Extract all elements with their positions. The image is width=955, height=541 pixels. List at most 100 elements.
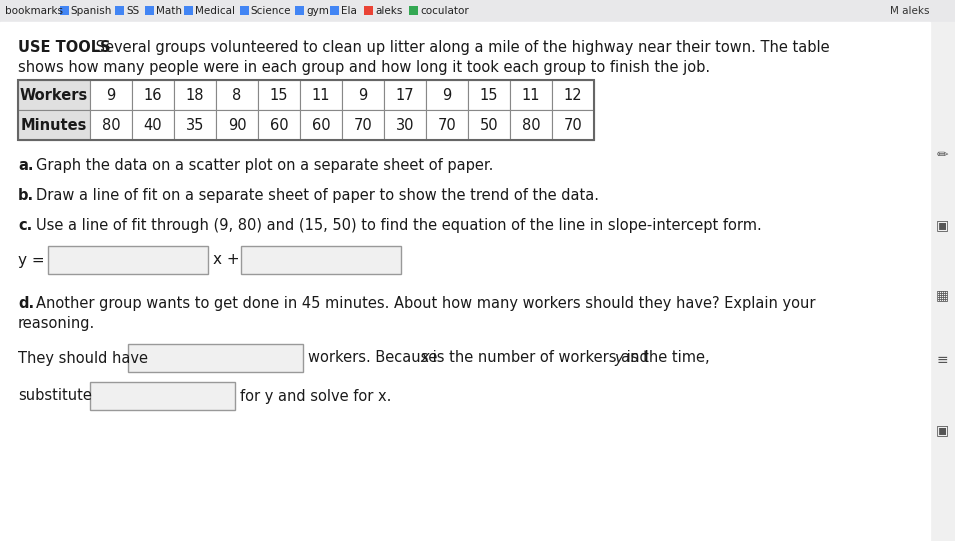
Text: Draw a line of fit on a separate sheet of paper to show the trend of the data.: Draw a line of fit on a separate sheet o… bbox=[36, 188, 599, 203]
Bar bbox=[552, 110, 594, 140]
Bar bbox=[128, 344, 303, 372]
Text: They should have: They should have bbox=[18, 351, 148, 366]
Text: Graph the data on a scatter plot on a separate sheet of paper.: Graph the data on a scatter plot on a se… bbox=[36, 158, 494, 173]
Text: reasoning.: reasoning. bbox=[18, 316, 96, 331]
Text: 40: 40 bbox=[143, 117, 162, 133]
Text: y: y bbox=[614, 351, 623, 366]
Bar bbox=[48, 246, 208, 274]
Bar bbox=[90, 382, 235, 410]
Text: Medical: Medical bbox=[196, 6, 235, 16]
Text: Workers: Workers bbox=[20, 88, 88, 102]
Text: 60: 60 bbox=[269, 117, 288, 133]
Text: Another group wants to get done in 45 minutes. About how many workers should the: Another group wants to get done in 45 mi… bbox=[36, 296, 816, 311]
Text: 11: 11 bbox=[521, 88, 541, 102]
Text: 9: 9 bbox=[442, 88, 452, 102]
Text: 80: 80 bbox=[521, 117, 541, 133]
Text: 60: 60 bbox=[311, 117, 330, 133]
Bar bbox=[216, 110, 258, 140]
Text: aleks: aleks bbox=[375, 6, 403, 16]
Bar bbox=[174, 80, 216, 110]
Text: ▣: ▣ bbox=[936, 218, 948, 232]
Text: workers. Because: workers. Because bbox=[308, 351, 442, 366]
Text: a.: a. bbox=[18, 158, 33, 173]
Text: SS: SS bbox=[126, 6, 139, 16]
Bar bbox=[426, 80, 468, 110]
Bar bbox=[144, 6, 154, 15]
Text: substitute: substitute bbox=[18, 388, 92, 404]
Text: 70: 70 bbox=[353, 117, 372, 133]
Bar bbox=[468, 80, 510, 110]
Text: 70: 70 bbox=[563, 117, 583, 133]
Text: bookmarks: bookmarks bbox=[5, 6, 63, 16]
Bar bbox=[329, 6, 339, 15]
Bar bbox=[510, 110, 552, 140]
Text: x +: x + bbox=[213, 253, 240, 267]
Bar bbox=[90, 80, 132, 110]
Bar bbox=[0, 0, 955, 22]
Text: 70: 70 bbox=[437, 117, 456, 133]
Text: Use a line of fit through (9, 80) and (15, 50) to find the equation of the line : Use a line of fit through (9, 80) and (1… bbox=[36, 218, 762, 233]
Bar bbox=[342, 110, 384, 140]
Text: 9: 9 bbox=[358, 88, 368, 102]
Bar bbox=[240, 6, 249, 15]
Bar bbox=[365, 6, 373, 15]
Text: Minutes: Minutes bbox=[21, 117, 87, 133]
Text: ≡: ≡ bbox=[936, 353, 947, 367]
Text: 15: 15 bbox=[269, 88, 288, 102]
Text: 15: 15 bbox=[479, 88, 499, 102]
Bar bbox=[258, 80, 300, 110]
Bar bbox=[384, 80, 426, 110]
Bar bbox=[18, 110, 90, 140]
Bar bbox=[258, 110, 300, 140]
Text: for y and solve for x.: for y and solve for x. bbox=[240, 388, 392, 404]
Text: 11: 11 bbox=[311, 88, 330, 102]
Text: USE TOOLS: USE TOOLS bbox=[18, 40, 111, 55]
Bar bbox=[18, 80, 594, 140]
Bar bbox=[426, 110, 468, 140]
Text: x: x bbox=[420, 351, 429, 366]
Bar bbox=[132, 80, 174, 110]
Text: Ela: Ela bbox=[341, 6, 356, 16]
Text: is the number of workers and: is the number of workers and bbox=[428, 351, 653, 366]
Text: 18: 18 bbox=[186, 88, 204, 102]
Text: Science: Science bbox=[251, 6, 291, 16]
Bar bbox=[300, 110, 342, 140]
Bar bbox=[184, 6, 194, 15]
Text: 50: 50 bbox=[479, 117, 499, 133]
Bar bbox=[410, 6, 418, 15]
Text: M aleks: M aleks bbox=[890, 6, 929, 16]
Bar bbox=[216, 80, 258, 110]
Text: coculator: coculator bbox=[420, 6, 469, 16]
Text: c.: c. bbox=[18, 218, 32, 233]
Bar bbox=[90, 110, 132, 140]
Text: 90: 90 bbox=[227, 117, 246, 133]
Text: y =: y = bbox=[18, 253, 45, 267]
Text: Spanish: Spanish bbox=[71, 6, 112, 16]
Text: 30: 30 bbox=[395, 117, 414, 133]
Text: shows how many people were in each group and how long it took each group to fini: shows how many people were in each group… bbox=[18, 60, 711, 75]
Text: ✏: ✏ bbox=[936, 148, 947, 162]
Bar bbox=[342, 80, 384, 110]
Text: ▦: ▦ bbox=[936, 288, 948, 302]
Text: Math: Math bbox=[156, 6, 181, 16]
Text: Several groups volunteered to clean up litter along a mile of the highway near t: Several groups volunteered to clean up l… bbox=[91, 40, 830, 55]
Bar bbox=[241, 246, 401, 274]
Bar bbox=[132, 110, 174, 140]
Text: 8: 8 bbox=[232, 88, 242, 102]
Text: gym: gym bbox=[307, 6, 329, 16]
Text: 9: 9 bbox=[106, 88, 116, 102]
Bar bbox=[174, 110, 216, 140]
Bar bbox=[468, 110, 510, 140]
Text: 35: 35 bbox=[186, 117, 204, 133]
Text: b.: b. bbox=[18, 188, 34, 203]
Text: is the time,: is the time, bbox=[622, 351, 710, 366]
Bar bbox=[552, 80, 594, 110]
Bar bbox=[18, 80, 90, 110]
Text: 12: 12 bbox=[563, 88, 583, 102]
Bar bbox=[300, 80, 342, 110]
Text: d.: d. bbox=[18, 296, 34, 311]
Bar bbox=[930, 22, 955, 541]
Text: 16: 16 bbox=[144, 88, 162, 102]
Text: 80: 80 bbox=[101, 117, 120, 133]
Bar bbox=[116, 6, 124, 15]
